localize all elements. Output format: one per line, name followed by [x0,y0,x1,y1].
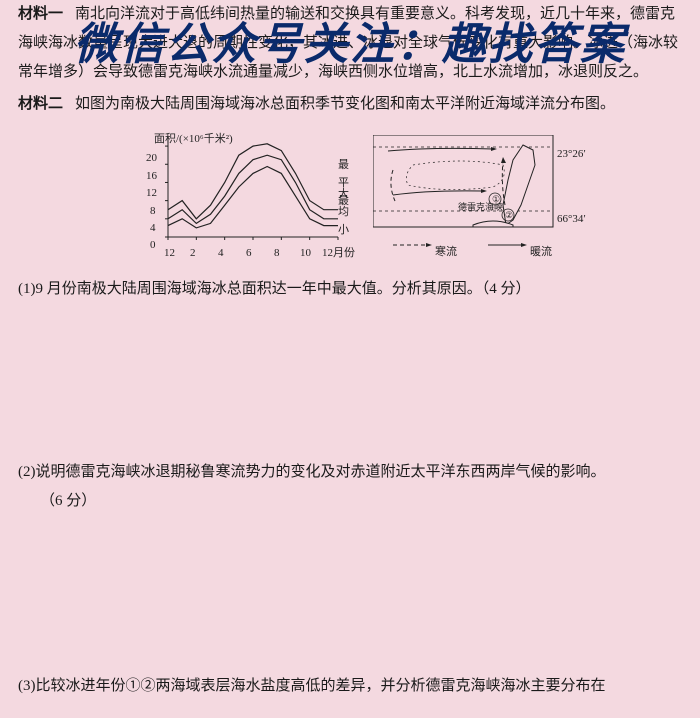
legend-cold: 寒流 [435,238,457,267]
document-body: 材料一南北向洋流对于高低纬间热量的输送和交换具有重要意义。科考发现，近几十年来，… [0,0,700,701]
seasonal-chart: 面积/(×10⁶千米²) 0 4 8 12 16 20 12 2 4 6 8 [138,127,358,257]
material1-label: 材料一 [18,6,63,22]
lat-label-0: 23°26′ [557,140,586,169]
xtick-3: 6 [246,239,252,268]
material2-para: 材料二如图为南极大陆周围海域海冰总面积季节变化图和南太平洋附近海域洋流分布图。 [18,90,682,119]
marker-2: ② [505,210,513,220]
feature-label: 德雷克海峡 [458,193,503,222]
question-2-line1: (2)说明德雷克海峡冰退期秘鲁寒流势力的变化及对赤道附近太平洋东西两岸气候的影响… [18,458,682,487]
ytick-5: 20 [146,144,157,173]
xtick-2: 4 [218,239,224,268]
material1-para: 材料一南北向洋流对于高低纬间热量的输送和交换具有重要意义。科考发现，近几十年来，… [18,0,682,87]
legend-warm: 暖流 [530,238,552,267]
xtick-4: 8 [274,239,280,268]
material2-label: 材料二 [18,96,63,112]
y-axis-title: 面积/(×10⁶千米²) [154,125,233,154]
figure-area: 面积/(×10⁶千米²) 0 4 8 12 16 20 12 2 4 6 8 [18,127,682,267]
ocean-current-map: ① ② 23°26′ 66°34′ 寒流 暖流 德雷克海峡 [373,135,573,255]
material2-text: 如图为南极大陆周围海域海冰总面积季节变化图和南太平洋附近海域洋流分布图。 [75,96,615,112]
material1-text: 南北向洋流对于高低纬间热量的输送和交换具有重要意义。科考发现，近几十年来，德雷克… [18,6,678,80]
question-3: (3)比较冰进年份①②两海域表层海水盐度高低的差异，并分析德雷克海峡海冰主要分布… [18,672,682,701]
xtick-5: 10 [300,239,311,268]
answer-space-1 [18,304,682,450]
lat-label-1: 66°34′ [557,205,586,234]
xtick-1: 2 [190,239,196,268]
answer-space-2 [18,516,682,664]
question-2-line2: （6 分） [18,487,682,516]
question-1: (1)9 月份南极大陆周围海域海冰总面积达一年中最大值。分析其原因。（4 分） [18,275,682,304]
xtick-0: 12 [164,239,175,268]
series-min-label: 最小 [338,187,358,245]
